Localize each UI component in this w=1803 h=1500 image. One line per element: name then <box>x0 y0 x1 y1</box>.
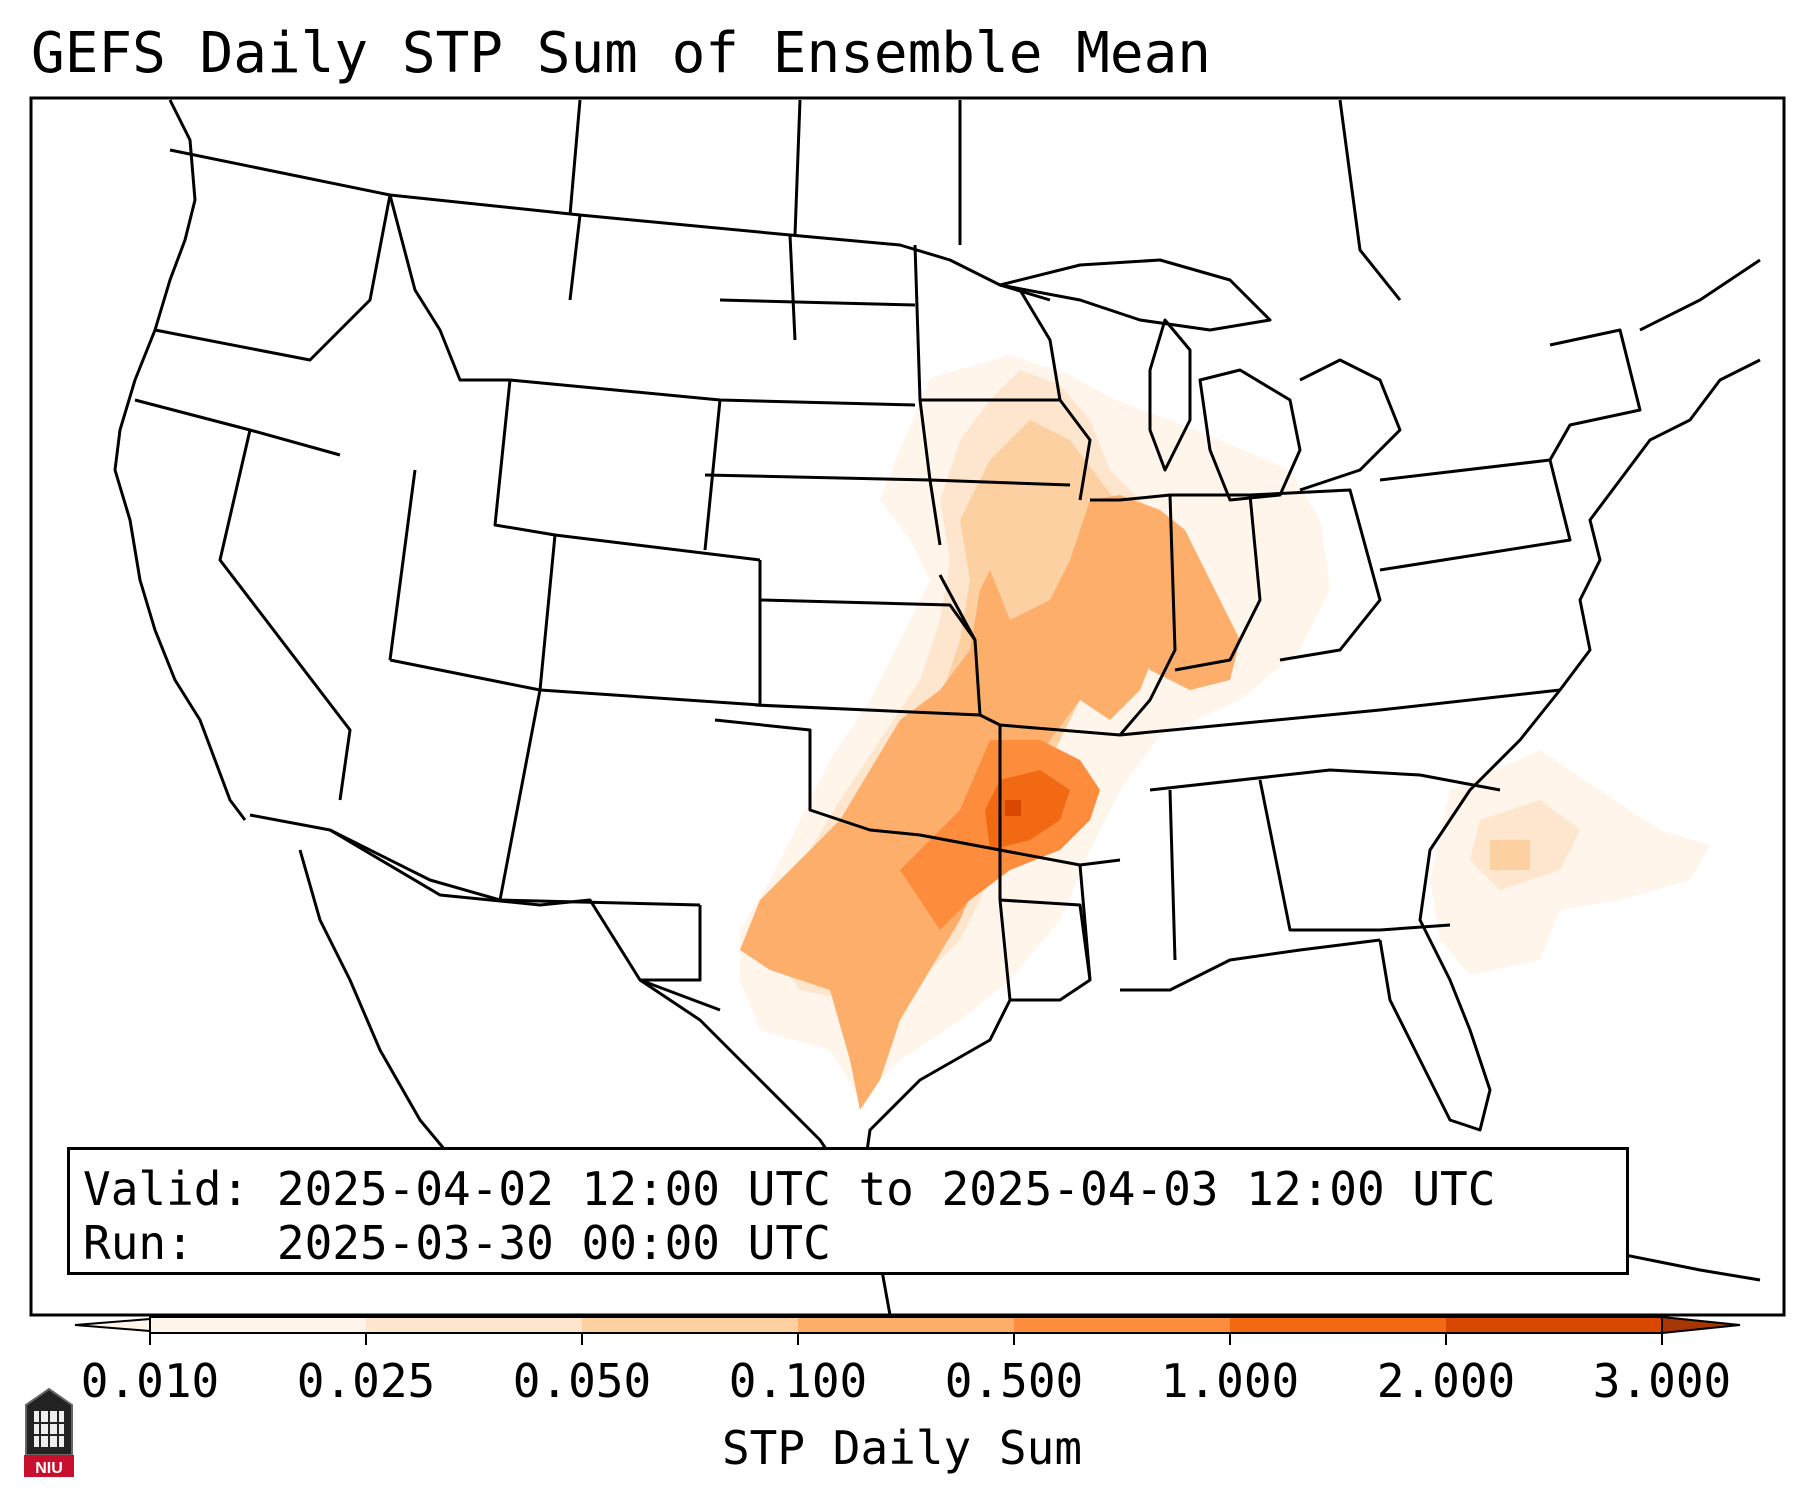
stp-offshore-cell <box>1490 840 1530 870</box>
run-row: Run: 2025-03-30 00:00 UTC <box>83 1216 1626 1270</box>
stp-level-0100 <box>740 500 1160 1110</box>
run-label: Run: <box>83 1216 194 1270</box>
us-canada-border <box>169 148 1051 302</box>
colorbar-ticks <box>149 1333 1663 1345</box>
colorbar-tick-label: 0.050 <box>512 1354 652 1408</box>
stp-field <box>740 355 1710 1110</box>
michigan-lp <box>1198 368 1302 502</box>
colorbar-tick-label: 1.000 <box>1160 1354 1300 1408</box>
valid-label: Valid: <box>83 1162 250 1216</box>
colorbar-seg-0 <box>150 1317 366 1333</box>
coastline-west <box>113 99 247 821</box>
stp-level-0100-il-in <box>1090 495 1240 690</box>
niu-logo: NIU <box>24 1387 74 1477</box>
logo-text: NIU <box>35 1460 63 1477</box>
valid-run-box: Valid: 2025-04-02 12:00 UTC to 2025-04-0… <box>67 1147 1629 1275</box>
valid-value: 2025-04-02 12:00 UTC to 2025-04-03 12:00… <box>276 1162 1496 1216</box>
lake-erie-huron <box>1299 358 1402 492</box>
colorbar-tick-label: 0.500 <box>944 1354 1084 1408</box>
valid-row: Valid: 2025-04-02 12:00 UTC to 2025-04-0… <box>83 1162 1626 1216</box>
colorbar-seg-4 <box>1014 1317 1230 1333</box>
colorbar-seg-2 <box>582 1317 798 1333</box>
colorbar-seg-6 <box>1446 1317 1662 1333</box>
chart-title: GEFS Daily STP Sum of Ensemble Mean <box>31 21 1212 86</box>
map-frame <box>29 96 1786 1317</box>
colorbar-seg-3 <box>798 1317 1014 1333</box>
colorbar-tick-label: 0.010 <box>80 1354 220 1408</box>
colorbar-seg-5 <box>1230 1317 1446 1333</box>
colorbar-seg-1 <box>366 1317 582 1333</box>
colorbar-over-triangle <box>1661 1315 1741 1335</box>
stp-max-cell <box>1005 800 1021 816</box>
colorbar-under-triangle <box>74 1317 151 1333</box>
coastline-east <box>1558 358 1761 691</box>
colorbar-tick-label: 0.100 <box>728 1354 868 1408</box>
colorbar <box>74 1315 1741 1345</box>
lake-michigan <box>1148 318 1192 472</box>
lake-superior <box>998 258 1272 332</box>
run-value: 2025-03-30 00:00 UTC <box>276 1216 831 1270</box>
colorbar-tick-label: 3.000 <box>1592 1354 1732 1408</box>
mexico-border <box>329 828 721 1012</box>
stp-offshore-blob <box>1430 750 1710 975</box>
colorbar-tick-label: 0.025 <box>296 1354 436 1408</box>
colorbar-tick-label: 2.000 <box>1376 1354 1516 1408</box>
stp-level-1000 <box>985 770 1070 850</box>
colorbar-label: STP Daily Sum <box>721 1421 1083 1475</box>
